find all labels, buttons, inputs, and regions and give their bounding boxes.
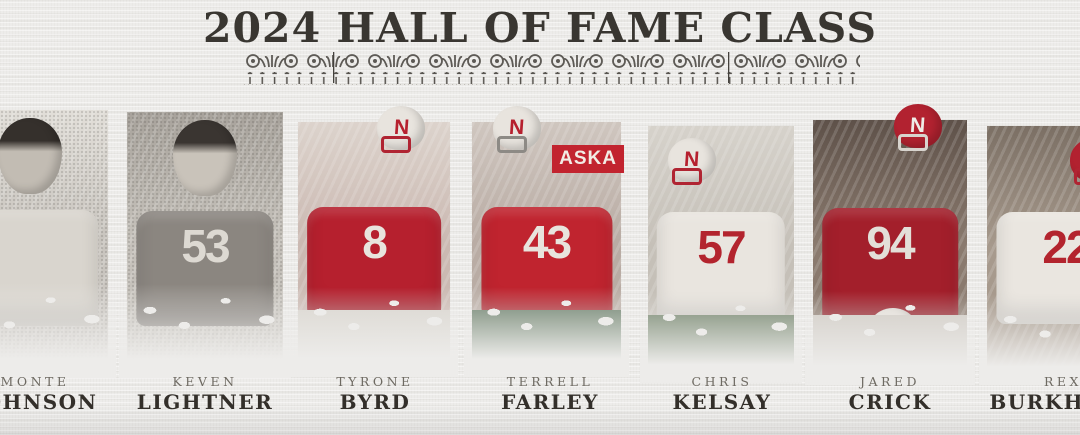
field-strip (0, 307, 108, 373)
jersey-number: 22 (1042, 221, 1080, 274)
jersey: 8 (307, 207, 441, 317)
stadium-sign (97, 134, 111, 140)
jersey: 57 (656, 211, 786, 323)
player-card-crick: 94 N (805, 104, 975, 385)
jersey: 43 (480, 207, 613, 317)
jersey-number: 43 (522, 216, 572, 268)
player-name: REX BURKHEAD (989, 374, 1080, 414)
player-first-name: CHRIS (691, 374, 753, 389)
page-title: 2024 HALL OF FAME CLASS (203, 4, 877, 52)
player-first-name: REX (1044, 374, 1080, 389)
jersey-number: 53 (181, 220, 230, 273)
stadium-sign (272, 135, 286, 141)
field-strip (987, 317, 1080, 381)
player-name: CHRIS KELSAY (673, 374, 772, 414)
helmet-logo: N (508, 116, 526, 139)
helmet-icon (1070, 138, 1080, 185)
helmet-logo: N (909, 114, 927, 137)
player-last-name: BYRD (339, 390, 411, 414)
jersey-number: 8 (362, 216, 388, 268)
player-name: KEVEN LIGHTNER (137, 374, 273, 414)
helmet-icon: N (667, 138, 716, 185)
player-last-name: JOHNSON (0, 390, 98, 414)
player-card-lightner: 53 (119, 112, 291, 378)
stadium-sign: ASKA (552, 144, 624, 173)
player-last-name: FARLEY (501, 390, 599, 414)
ornament-border (244, 52, 860, 85)
player-name: TERRELL FARLEY (501, 374, 599, 414)
helmet-logo: N (392, 116, 410, 139)
stadium-sign (783, 149, 797, 155)
player-card-johnson (0, 110, 116, 378)
player-last-name: KELSAY (672, 390, 772, 414)
field-strip (298, 309, 450, 372)
player-card-kelsay: 57 N (640, 126, 802, 383)
player-card-farley: ASKA 43 N (464, 106, 629, 377)
player-head-icon (173, 120, 237, 196)
player-head-icon (0, 118, 62, 194)
jersey: 22 (996, 212, 1080, 325)
field-strip (472, 309, 621, 372)
field-strip (648, 315, 794, 378)
player-first-name: KEVEN (172, 374, 238, 389)
player-first-name: TYRONE (336, 374, 414, 389)
field-strip (127, 308, 283, 373)
player-name: JARED CRICK (849, 374, 932, 414)
player-name: TYRONE BYRD (336, 374, 413, 414)
player-last-name: LIGHTNER (136, 390, 274, 414)
helmet-logo: N (683, 148, 701, 171)
stadium-sign (439, 145, 453, 151)
jersey-number: 94 (866, 217, 915, 270)
player-first-name: MONTE (0, 374, 70, 389)
stadium-sign (956, 143, 970, 149)
jersey-number: 57 (697, 220, 746, 273)
helmet-icon: N (893, 104, 942, 151)
player-name: MONTE JOHNSON (0, 374, 97, 414)
player-first-name: JARED (859, 374, 921, 389)
jersey: 94 (822, 208, 958, 323)
player-first-name: TERRELL (506, 374, 594, 389)
helmet-icon: N (492, 106, 541, 153)
field-strip (813, 315, 967, 380)
player-last-name: CRICK (848, 390, 932, 414)
player-card-burkhead: 22 (979, 126, 1080, 385)
player-last-name: BURKHEAD (989, 390, 1080, 414)
player-card-byrd: 8 N (290, 106, 458, 377)
stadium-sign-text: ASKA (559, 147, 617, 169)
helmet-icon: N (377, 106, 426, 153)
